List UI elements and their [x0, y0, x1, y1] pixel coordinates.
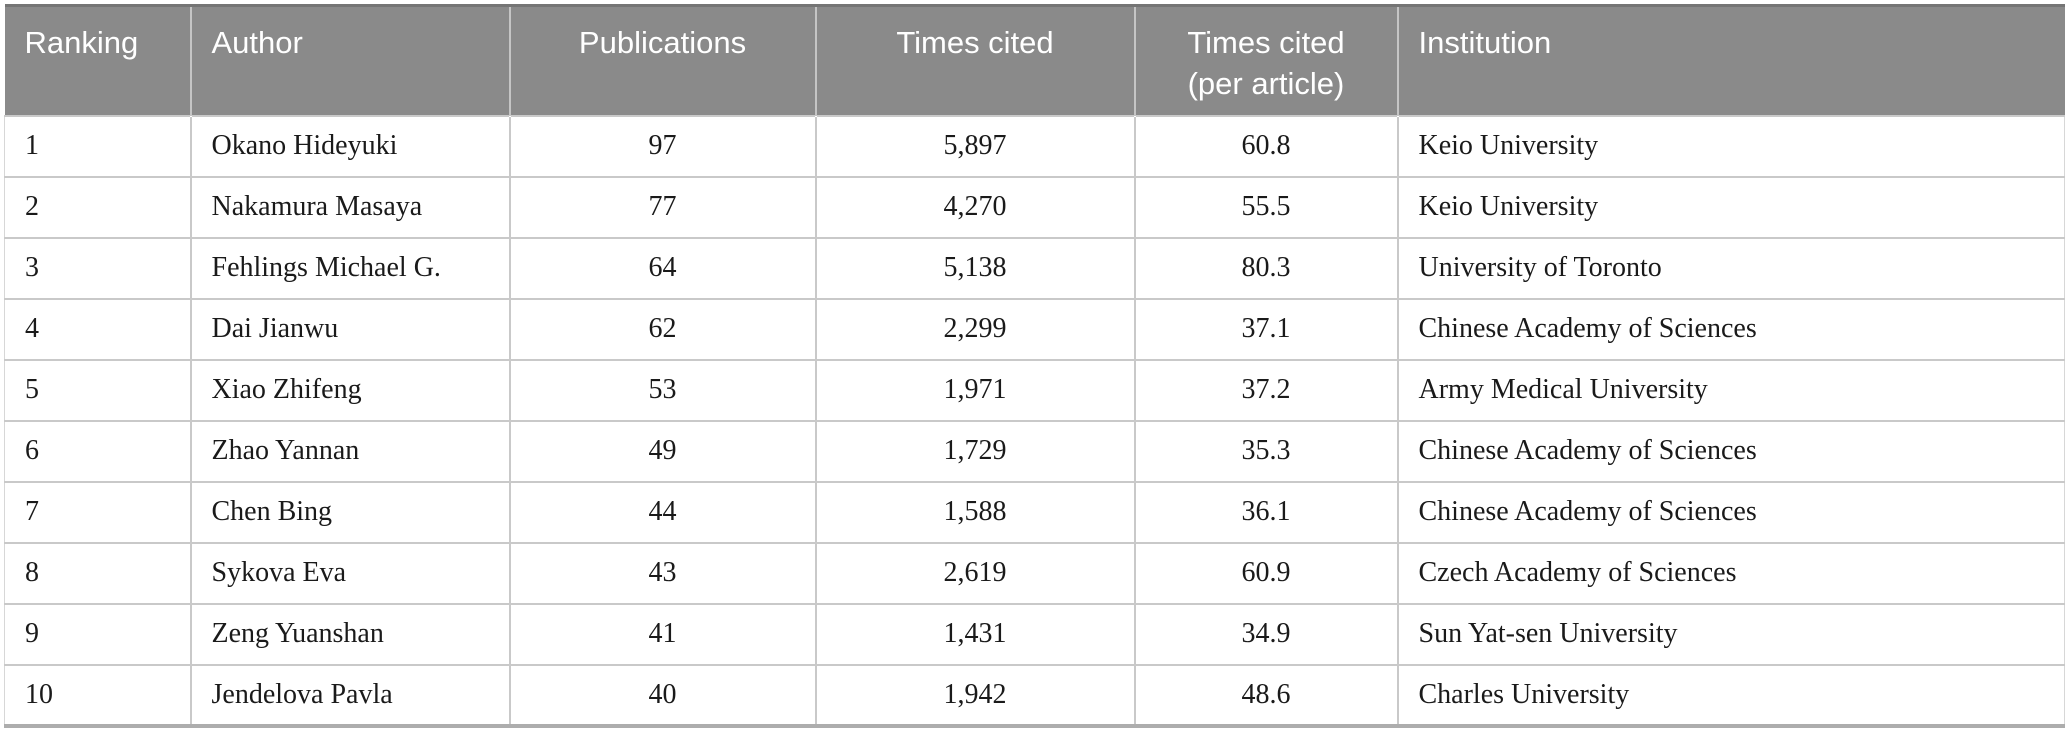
- cell-publications: 41: [508, 602, 816, 665]
- cell-institution: Chinese Academy of Sciences: [1396, 419, 2065, 482]
- cell-author: Dai Jianwu: [189, 297, 510, 360]
- table-row: 3 Fehlings Michael G. 64 5,138 80.3 Universit…: [4, 236, 2065, 299]
- cell-publications: 49: [508, 419, 816, 482]
- column-header-author: Author: [189, 3, 510, 116]
- cell-times_cited: 2,619: [814, 541, 1135, 604]
- cell-times_cited: 4,270: [814, 175, 1135, 238]
- cell-publications: 44: [508, 480, 816, 543]
- cell-ranking: 8: [4, 541, 191, 604]
- cell-author: Zhao Yannan: [189, 419, 510, 482]
- cell-times_cited: 1,431: [814, 602, 1135, 665]
- cell-ranking: 10: [4, 663, 191, 728]
- cell-ranking: 4: [4, 297, 191, 360]
- column-header-per_article: Times cited (per article): [1133, 3, 1398, 116]
- cell-institution: Keio University: [1396, 175, 2065, 238]
- cell-per_article: 37.2: [1133, 358, 1398, 421]
- column-header-publications: Publications: [508, 3, 816, 116]
- cell-per_article: 34.9: [1133, 602, 1398, 665]
- cell-institution: Charles University: [1396, 663, 2065, 728]
- cell-times_cited: 2,299: [814, 297, 1135, 360]
- cell-publications: 77: [508, 175, 816, 238]
- cell-per_article: 37.1: [1133, 297, 1398, 360]
- cell-publications: 40: [508, 663, 816, 728]
- table-row: 10 Jendelova Pavla 40 1,942 48.6 Charles Univ…: [4, 663, 2065, 728]
- table-row: 5 Xiao Zhifeng 53 1,971 37.2 Army Medical Uni…: [4, 358, 2065, 421]
- cell-times_cited: 1,588: [814, 480, 1135, 543]
- cell-publications: 43: [508, 541, 816, 604]
- cell-author: Zeng Yuanshan: [189, 602, 510, 665]
- cell-per_article: 35.3: [1133, 419, 1398, 482]
- cell-per_article: 80.3: [1133, 236, 1398, 299]
- cell-institution: Sun Yat-sen University: [1396, 602, 2065, 665]
- author-ranking-table: Ranking Author Publications Times cited Time…: [4, 3, 2065, 728]
- cell-author: Fehlings Michael G.: [189, 236, 510, 299]
- cell-times_cited: 5,138: [814, 236, 1135, 299]
- cell-per_article: 60.9: [1133, 541, 1398, 604]
- column-header-institution: Institution: [1396, 3, 2065, 116]
- cell-publications: 53: [508, 358, 816, 421]
- table-body: 1 Okano Hideyuki 97 5,897 60.8 Keio Universit…: [4, 114, 2065, 728]
- cell-times_cited: 1,942: [814, 663, 1135, 728]
- cell-ranking: 3: [4, 236, 191, 299]
- cell-institution: Keio University: [1396, 114, 2065, 177]
- header-row: Ranking Author Publications Times cited Time…: [4, 3, 2065, 116]
- table-row: 6 Zhao Yannan 49 1,729 35.3 Chinese Academy o…: [4, 419, 2065, 482]
- column-header-ranking: Ranking: [4, 3, 191, 116]
- cell-institution: Army Medical University: [1396, 358, 2065, 421]
- cell-per_article: 48.6: [1133, 663, 1398, 728]
- table-row: 7 Chen Bing 44 1,588 36.1 Chinese Academy of …: [4, 480, 2065, 543]
- cell-author: Xiao Zhifeng: [189, 358, 510, 421]
- cell-author: Nakamura Masaya: [189, 175, 510, 238]
- cell-institution: University of Toronto: [1396, 236, 2065, 299]
- cell-institution: Chinese Academy of Sciences: [1396, 297, 2065, 360]
- cell-ranking: 7: [4, 480, 191, 543]
- cell-author: Okano Hideyuki: [189, 114, 510, 177]
- cell-publications: 64: [508, 236, 816, 299]
- cell-author: Jendelova Pavla: [189, 663, 510, 728]
- cell-per_article: 60.8: [1133, 114, 1398, 177]
- cell-ranking: 1: [4, 114, 191, 177]
- table-row: 8 Sykova Eva 43 2,619 60.9 Czech Academy of S…: [4, 541, 2065, 604]
- cell-author: Chen Bing: [189, 480, 510, 543]
- cell-author: Sykova Eva: [189, 541, 510, 604]
- cell-institution: Czech Academy of Sciences: [1396, 541, 2065, 604]
- cell-times_cited: 5,897: [814, 114, 1135, 177]
- cell-per_article: 55.5: [1133, 175, 1398, 238]
- table-row: 9 Zeng Yuanshan 41 1,431 34.9 Sun Yat-sen Uni…: [4, 602, 2065, 665]
- cell-ranking: 2: [4, 175, 191, 238]
- table-row: 2 Nakamura Masaya 77 4,270 55.5 Keio Universi…: [4, 175, 2065, 238]
- cell-publications: 97: [508, 114, 816, 177]
- cell-institution: Chinese Academy of Sciences: [1396, 480, 2065, 543]
- cell-per_article: 36.1: [1133, 480, 1398, 543]
- table-row: 4 Dai Jianwu 62 2,299 37.1 Chinese Academy of…: [4, 297, 2065, 360]
- cell-ranking: 5: [4, 358, 191, 421]
- column-header-times_cited: Times cited: [814, 3, 1135, 116]
- cell-ranking: 6: [4, 419, 191, 482]
- cell-publications: 62: [508, 297, 816, 360]
- cell-times_cited: 1,971: [814, 358, 1135, 421]
- cell-ranking: 9: [4, 602, 191, 665]
- table-header: Ranking Author Publications Times cited Time…: [4, 3, 2065, 116]
- cell-times_cited: 1,729: [814, 419, 1135, 482]
- table-row: 1 Okano Hideyuki 97 5,897 60.8 Keio Universit…: [4, 114, 2065, 177]
